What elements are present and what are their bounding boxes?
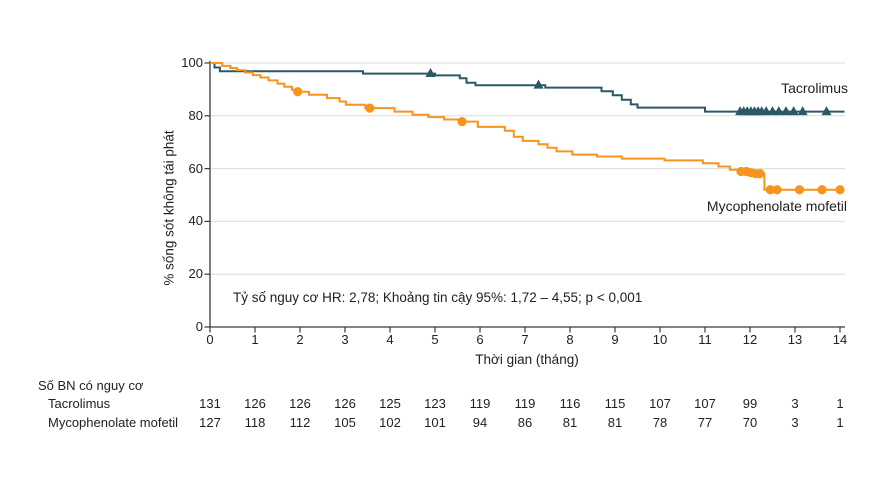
- x-axis-label: Thời gian (tháng): [475, 352, 579, 367]
- risk-count: 3: [791, 396, 799, 411]
- x-tick-label: 10: [652, 332, 668, 347]
- x-tick-label: 12: [742, 332, 758, 347]
- y-tick-label: 20: [188, 266, 203, 282]
- censor-mark-triangle: [788, 106, 799, 116]
- x-tick-label: 2: [296, 332, 304, 347]
- x-tick-label: 13: [787, 332, 803, 347]
- risk-count: 81: [607, 414, 623, 430]
- censor-mark-triangle: [773, 106, 784, 116]
- risk-count: 112: [289, 414, 311, 430]
- risk-count: 102: [379, 414, 401, 430]
- risk-count: 70: [742, 414, 758, 430]
- censor-mark-triangle: [767, 106, 778, 116]
- y-axis-label: % sống sót không tái phát: [161, 130, 177, 286]
- censor-mark-triangle: [797, 106, 808, 116]
- risk-count: 127: [199, 414, 221, 430]
- censor-mark-triangle: [761, 106, 772, 116]
- risk-count: 123: [424, 396, 446, 411]
- series-label-tacrolimus: Tacrolimus: [781, 80, 848, 96]
- risk-count: 1: [836, 396, 844, 411]
- risk-table-header: Số BN có nguy cơ: [38, 378, 144, 393]
- survival-curve-mycophenolate-mofetil: [210, 62, 843, 191]
- risk-count: 126: [334, 396, 356, 411]
- censor-mark-circle: [457, 117, 467, 127]
- y-tick-label: 100: [181, 55, 203, 70]
- risk-row-label-mycophenolate-mofetil: Mycophenolate mofetil: [48, 414, 179, 430]
- x-tick-label: 9: [611, 332, 619, 347]
- y-tick-label: 40: [188, 213, 203, 229]
- censor-mark-circle: [835, 185, 845, 195]
- risk-count: 99: [742, 396, 758, 411]
- censor-mark-circle: [794, 185, 805, 195]
- risk-count: 86: [517, 414, 533, 430]
- x-tick-label: 7: [521, 332, 529, 347]
- risk-count: 116: [559, 396, 581, 411]
- risk-count: 119: [469, 396, 491, 411]
- risk-count: 1: [836, 414, 844, 430]
- risk-count: 107: [694, 396, 716, 411]
- risk-count: 119: [514, 396, 536, 411]
- x-tick-label: 14: [832, 332, 848, 347]
- risk-count: 77: [697, 414, 713, 430]
- risk-count: 107: [649, 396, 671, 411]
- censor-mark-circle: [772, 185, 782, 195]
- risk-count: 94: [472, 414, 488, 430]
- y-tick-label: 60: [188, 160, 203, 176]
- x-tick-label: 6: [476, 332, 484, 347]
- censor-mark-triangle: [821, 106, 832, 116]
- risk-count: 78: [652, 414, 668, 430]
- risk-count: 126: [244, 396, 266, 411]
- censor-mark-circle: [365, 103, 375, 113]
- censor-mark-circle: [765, 185, 775, 195]
- risk-count: 105: [334, 414, 356, 430]
- x-tick-label: 11: [698, 332, 712, 347]
- censor-mark-triangle: [533, 79, 544, 89]
- risk-count: 125: [379, 396, 401, 411]
- censor-mark-circle: [755, 169, 765, 179]
- censor-mark-circle: [293, 87, 303, 97]
- x-tick-label: 0: [206, 332, 214, 347]
- hazard-ratio-annotation: Tỷ số nguy cơ HR: 2,78; Khoảng tin cậy 9…: [233, 290, 643, 305]
- x-tick-label: 3: [341, 332, 349, 347]
- y-tick-label: 80: [188, 107, 203, 123]
- series-label-mycophenolate-mofetil: Mycophenolate mofetil: [706, 198, 847, 214]
- risk-count: 81: [562, 414, 578, 430]
- survival-curve-tacrolimus: [210, 62, 845, 113]
- risk-count: 126: [289, 396, 311, 411]
- risk-count: 3: [791, 414, 799, 430]
- risk-count: 131: [199, 396, 221, 411]
- x-tick-label: 4: [386, 332, 394, 347]
- risk-count: 115: [604, 396, 626, 411]
- x-tick-label: 8: [566, 332, 574, 347]
- x-tick-label: 5: [431, 332, 439, 347]
- x-tick-label: 1: [251, 332, 259, 347]
- risk-row-label-tacrolimus: Tacrolimus: [48, 396, 111, 411]
- censor-mark-circle: [817, 185, 827, 195]
- risk-count: 101: [424, 414, 446, 430]
- y-tick-label: 0: [195, 319, 203, 334]
- censor-mark-triangle: [781, 106, 791, 116]
- risk-count: 118: [244, 414, 266, 430]
- censor-mark-triangle: [425, 68, 436, 78]
